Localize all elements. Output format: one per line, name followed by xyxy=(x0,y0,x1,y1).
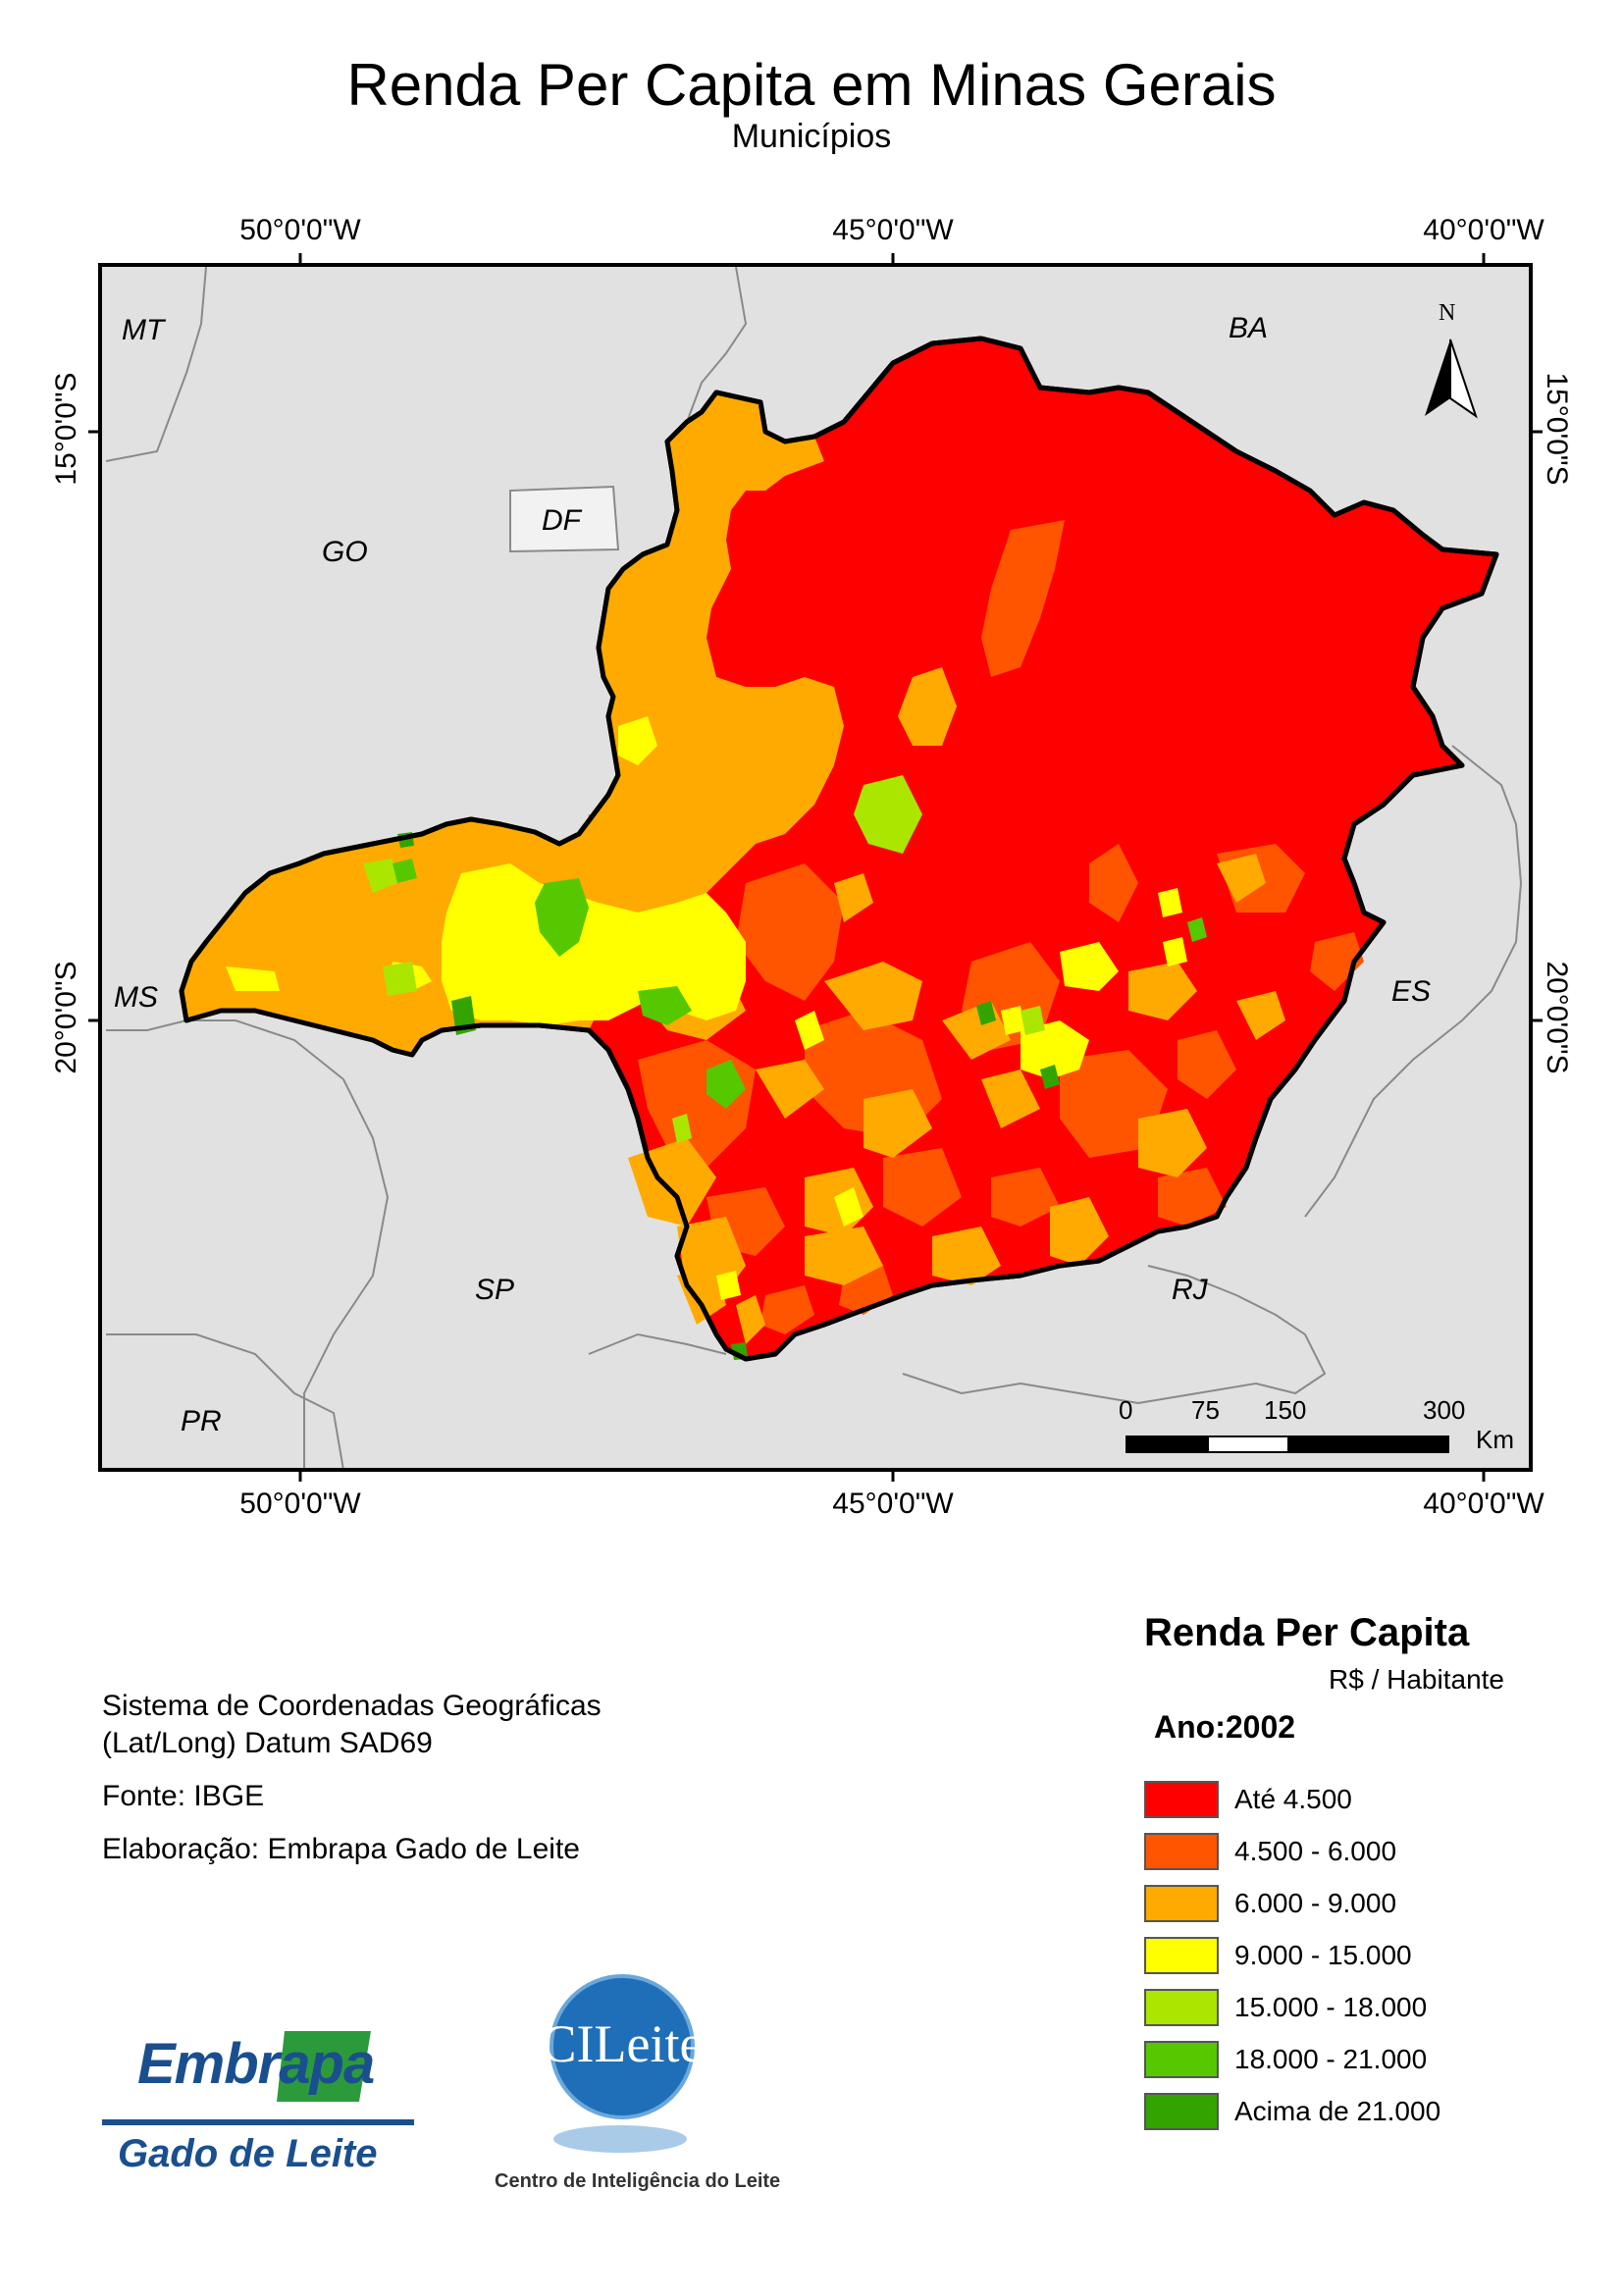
minas-gerais-border xyxy=(179,336,1499,1362)
legend-swatch xyxy=(1144,1989,1219,2026)
state-label-rj: RJ xyxy=(1172,1274,1208,1306)
lon-label-top-50w: 50°0'0"W xyxy=(239,214,361,246)
legend-swatch xyxy=(1144,1885,1219,1922)
lon-label-bottom-50w: 50°0'0"W xyxy=(239,1487,361,1520)
embrapa-logo xyxy=(102,2031,414,2125)
state-label-mt: MT xyxy=(122,314,165,346)
legend-label: 15.000 - 18.000 xyxy=(1234,1992,1428,2022)
state-label-pr: PR xyxy=(181,1405,222,1437)
scale-tick-300: 300 xyxy=(1423,1395,1466,1425)
scale-tick-75: 75 xyxy=(1191,1395,1220,1425)
legend-item: 6.000 - 9.000 xyxy=(1144,1884,1396,1923)
scale-tick-0: 0 xyxy=(1119,1395,1133,1425)
class-18000-21000-areas xyxy=(393,859,1207,1109)
state-label-df: DF xyxy=(542,504,581,537)
north-arrow-icon xyxy=(1425,339,1478,419)
legend-label: 9.000 - 15.000 xyxy=(1234,1940,1412,1970)
legend-label: 18.000 - 21.000 xyxy=(1234,2044,1428,2074)
embrapa-logo-text: Embrapa xyxy=(137,2032,375,2096)
legend-swatch xyxy=(1144,1833,1219,1870)
legend-label: Até 4.500 xyxy=(1234,1784,1352,1814)
legend-item: Até 4.500 xyxy=(1144,1780,1352,1819)
scale-unit: Km xyxy=(1476,1425,1514,1454)
legend-swatch xyxy=(1144,1781,1219,1818)
legend-item: 18.000 - 21.000 xyxy=(1144,2040,1427,2079)
lon-label-top-40w: 40°0'0"W xyxy=(1423,214,1544,246)
lon-label-bottom-40w: 40°0'0"W xyxy=(1423,1487,1544,1520)
cileite-logo-subtitle: Centro de Inteligência do Leite xyxy=(495,2170,781,2192)
north-arrow-label: N xyxy=(1439,300,1456,326)
lat-label-right-20s: 20°0'0"S xyxy=(1541,961,1573,1074)
map-title: Renda Per Capita em Minas Gerais xyxy=(346,52,1277,118)
legend-label: Acima de 21.000 xyxy=(1234,2096,1441,2126)
state-label-sp: SP xyxy=(475,1274,515,1306)
legend-item: 4.500 - 6.000 xyxy=(1144,1832,1396,1871)
legend-year: Ano:2002 xyxy=(1154,1709,1296,1745)
scale-bar xyxy=(1126,1435,1449,1453)
lat-label-right-15s: 15°0'0"S xyxy=(1541,372,1573,486)
legend-item: 9.000 - 15.000 xyxy=(1144,1936,1412,1975)
lon-label-top-45w: 45°0'0"W xyxy=(832,214,954,246)
legend-label: 6.000 - 9.000 xyxy=(1234,1888,1397,1918)
class-15000-18000-areas xyxy=(363,775,1045,1143)
map-border xyxy=(98,263,1533,1472)
scale-tick-150: 150 xyxy=(1264,1395,1307,1425)
state-label-es: ES xyxy=(1391,975,1432,1008)
source-text: Fonte: IBGE xyxy=(102,1780,265,1812)
embrapa-logo-subtitle: Gado de Leite xyxy=(118,2132,378,2175)
legend-label: 4.500 - 6.000 xyxy=(1234,1836,1397,1866)
lat-label-left-15s: 15°0'0"S xyxy=(50,372,82,486)
crs-line-2: (Lat/Long) Datum SAD69 xyxy=(102,1727,433,1759)
cileite-logo-text: CILeite xyxy=(541,2014,704,2073)
legend-swatch xyxy=(1144,2093,1219,2130)
class-6000-9000-areas xyxy=(182,392,1285,1344)
legend-swatch xyxy=(1144,2041,1219,2078)
cileite-logo xyxy=(550,1974,695,2153)
map-subtitle: Municípios xyxy=(731,118,892,155)
legend-unit: R$ / Habitante xyxy=(1329,1664,1504,1695)
crs-line-1: Sistema de Coordenadas Geográficas xyxy=(102,1690,602,1722)
lon-label-bottom-45w: 45°0'0"W xyxy=(832,1487,954,1520)
lat-label-left-20s: 20°0'0"S xyxy=(50,961,82,1074)
state-boundaries xyxy=(105,266,1523,1471)
legend-item: 15.000 - 18.000 xyxy=(1144,1988,1427,2027)
state-label-ms: MS xyxy=(114,981,158,1014)
legend-swatch xyxy=(1144,1937,1219,1974)
state-label-go: GO xyxy=(322,536,368,568)
legend-title: Renda Per Capita xyxy=(1144,1611,1470,1654)
legend-item: Acima de 21.000 xyxy=(1144,2092,1440,2131)
author-text: Elaboração: Embrapa Gado de Leite xyxy=(102,1833,580,1865)
graticule-ticks xyxy=(88,253,1543,1482)
state-label-ba: BA xyxy=(1229,312,1269,344)
